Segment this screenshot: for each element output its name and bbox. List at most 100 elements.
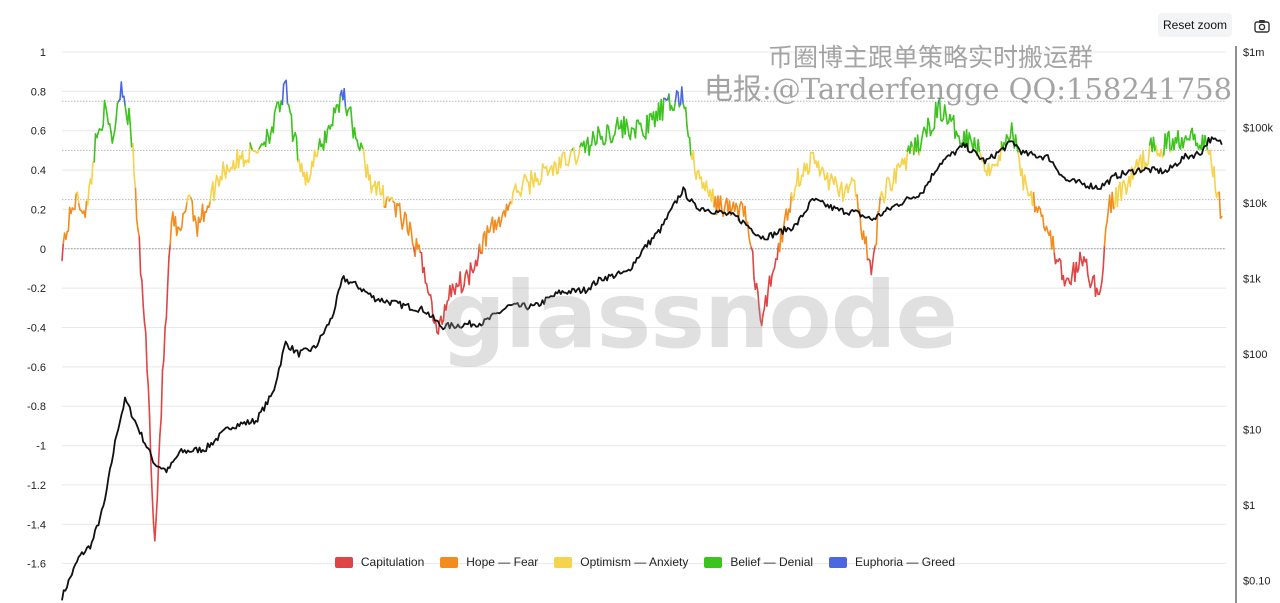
nupl-segment [146,370,150,388]
nupl-segment [1032,191,1036,213]
reset-zoom-button[interactable]: Reset zoom [1158,13,1232,37]
nupl-segment [106,113,110,125]
nupl-segment [273,106,277,114]
nupl-segment [96,132,99,139]
nupl-segment [872,245,876,254]
nupl-segment [746,221,750,237]
nupl-segment [842,194,846,202]
legend-item[interactable]: Hope — Fear [440,555,538,569]
nupl-segment [891,182,895,192]
nupl-segment [205,205,209,213]
price-series-line [61,136,1223,601]
left-tick-label: -1.6 [27,559,46,571]
nupl-segment [272,111,276,134]
nupl-segment [796,167,800,187]
nupl-segment [139,273,143,282]
nupl-segment [150,462,153,496]
right-tick-label: $1k [1243,273,1261,285]
nupl-segment [818,170,822,177]
nupl-segment [141,279,144,307]
nupl-segment [554,162,558,175]
nupl-segment [507,203,511,211]
nupl-segment [488,223,492,233]
nupl-segment [196,216,200,237]
nupl-segment [1204,135,1208,144]
nupl-segment [625,118,629,128]
nupl-segment [865,236,869,261]
nupl-segment [423,266,427,284]
nupl-segment [552,161,556,176]
nupl-segment [137,228,141,238]
nupl-segment [338,94,342,113]
nupl-segment [1025,181,1028,191]
right-tick-label: $0.10 [1243,575,1271,587]
right-tick-label: $10k [1243,198,1267,210]
nupl-segment [1182,138,1186,149]
nupl-segment [222,161,226,173]
nupl-segment [805,163,809,175]
nupl-segment [905,150,909,171]
legend-label: Belief — Denial [730,555,814,569]
nupl-segment [159,417,162,437]
nupl-segment [786,208,790,221]
nupl-segment [61,242,65,262]
nupl-segment [214,174,218,188]
nupl-segment [1147,144,1151,164]
nupl-segment [853,179,857,198]
legend-label: Optimism — Anxiety [580,555,689,569]
nupl-segment [1219,215,1223,219]
nupl-segment [762,307,766,316]
right-tick-label: $1m [1243,47,1264,59]
nupl-segment [613,124,617,136]
nupl-segment [1016,145,1020,154]
nupl-segment [760,314,764,327]
nupl-segment [1102,244,1106,270]
nupl-segment [308,173,312,181]
nupl-segment [135,218,139,231]
nupl-segment [402,211,406,224]
nupl-segment [1101,267,1104,283]
nupl-segment [193,215,197,224]
nupl-segment [1087,273,1090,283]
nupl-segment [817,160,821,177]
legend-item[interactable]: Euphoria — Greed [829,555,955,569]
nupl-segment [291,135,295,143]
nupl-segment [74,192,77,210]
camera-icon[interactable] [1250,16,1274,36]
nupl-segment [334,104,338,114]
nupl-segment [847,184,851,194]
nupl-segment [232,160,236,171]
nupl-segment [705,180,709,192]
nupl-segment [559,154,563,169]
nupl-segment [463,273,467,287]
nupl-segment [375,182,379,196]
nupl-segment [184,201,188,212]
nupl-segment [616,117,620,130]
nupl-segment [1218,191,1222,219]
nupl-segment [870,261,874,276]
nupl-segment [366,164,370,181]
nupl-segment [1026,188,1030,197]
nupl-segment [945,113,949,125]
left-tick-label: -0.2 [27,283,46,295]
right-tick-label: $1 [1243,500,1255,512]
nupl-segment [871,252,875,264]
legend-item[interactable]: Optimism — Anxiety [554,555,688,569]
nupl-segment [1215,191,1219,199]
nupl-segment [1111,191,1115,210]
legend-item[interactable]: Belief — Denial [704,555,813,569]
nupl-segment [138,236,142,275]
nupl-segment [686,125,690,138]
glassnode-logo-watermark: glassnode [440,262,958,369]
nupl-segment [943,104,947,115]
nupl-segment [1213,166,1217,191]
nupl-segment [203,211,206,223]
nupl-segment [1023,174,1027,184]
legend-item[interactable]: Capitulation [334,555,424,569]
nupl-segment [990,163,994,171]
nupl-segment [143,321,147,334]
nupl-segment [300,162,304,178]
left-tick-label: -1.4 [27,519,46,531]
nupl-segment [773,258,777,269]
nupl-segment [626,125,630,137]
